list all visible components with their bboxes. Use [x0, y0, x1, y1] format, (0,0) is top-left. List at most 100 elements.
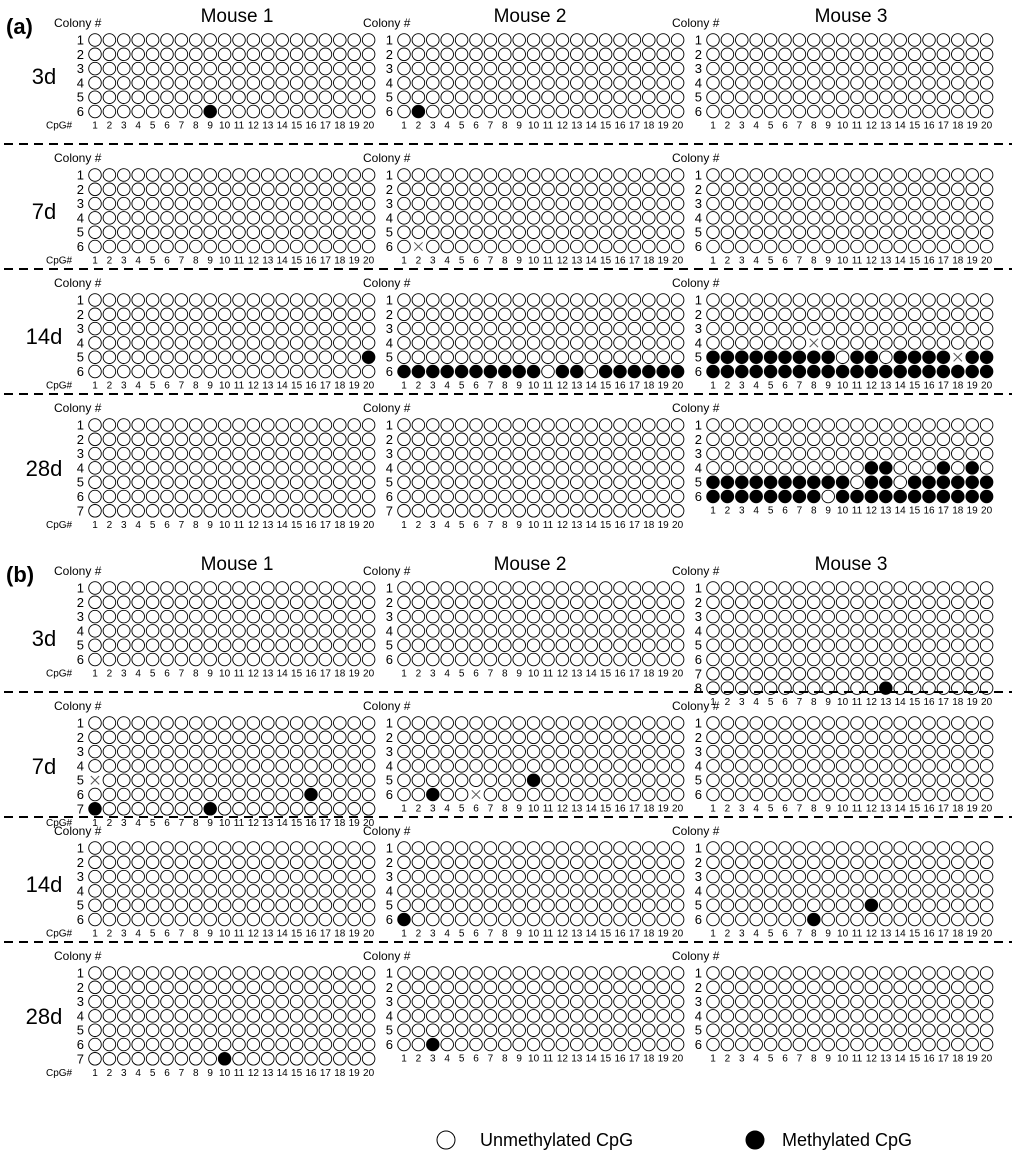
cpg-unmethylated-dot — [397, 898, 411, 912]
cpg-unmethylated-dot — [670, 595, 685, 610]
cpg-tick-label: 19 — [349, 1068, 361, 1079]
cpg-unmethylated-dot — [397, 196, 411, 211]
cpg-unmethylated-dot — [145, 225, 160, 239]
cpg-tick-label: 9 — [825, 256, 831, 267]
cpg-unmethylated-dot — [613, 609, 627, 624]
cpg-unmethylated-dot — [720, 667, 735, 681]
cpg-unmethylated-dot — [397, 730, 411, 745]
cpg-unmethylated-dot — [454, 475, 469, 489]
cpg-unmethylated-dot — [411, 595, 426, 610]
cpg-unmethylated-dot — [411, 581, 426, 595]
cpg-unmethylated-dot — [850, 446, 864, 461]
cpg-tick-label: 8 — [193, 929, 199, 940]
cpg-unmethylated-dot — [656, 624, 670, 638]
cpg-unmethylated-dot — [778, 47, 792, 62]
cpg-unmethylated-dot — [361, 1037, 376, 1052]
cpg-tick-label: 18 — [334, 256, 346, 267]
cpg-tick-label: 3 — [430, 669, 436, 680]
cpg-unmethylated-dot — [333, 432, 347, 447]
cpg-tick-label: 14 — [586, 1054, 598, 1065]
cpg-methylated-dot — [864, 898, 879, 912]
cpg-unmethylated-dot — [160, 1009, 174, 1023]
cpg-tick-label: 8 — [193, 381, 199, 392]
cpg-unmethylated-dot — [907, 716, 922, 730]
cpg-unmethylated-dot — [232, 239, 246, 254]
cpg-unmethylated-dot — [749, 624, 763, 638]
cpg-unmethylated-dot — [541, 33, 555, 47]
cpg-unmethylated-dot — [613, 90, 627, 104]
cpg-unmethylated-dot — [965, 609, 979, 624]
colony-number: 2 — [77, 182, 84, 197]
cpg-tick-label: 8 — [811, 256, 817, 267]
cpg-unmethylated-dot — [642, 652, 656, 667]
cpg-unmethylated-dot — [145, 104, 160, 119]
cpg-tick-label: 3 — [121, 818, 127, 829]
cpg-unmethylated-dot — [555, 61, 570, 76]
cpg-unmethylated-dot — [333, 321, 347, 336]
cpg-tick-label: 10 — [219, 1068, 231, 1079]
cpg-unmethylated-dot — [483, 61, 498, 76]
cpg-unmethylated-dot — [454, 581, 469, 595]
cpg-unmethylated-dot — [498, 759, 512, 773]
cpg-unmethylated-dot — [160, 76, 174, 90]
cpg-unmethylated-dot — [145, 624, 160, 638]
cpg-unmethylated-dot — [613, 912, 627, 927]
cpg-unmethylated-dot — [102, 336, 117, 350]
cpg-unmethylated-dot — [720, 321, 735, 336]
cpg-unmethylated-dot — [498, 475, 512, 489]
cpg-unmethylated-dot — [936, 33, 951, 47]
cpg-unmethylated-dot — [936, 898, 951, 912]
cpg-unmethylated-dot — [440, 418, 454, 432]
cpg-unmethylated-dot — [131, 504, 145, 518]
cpg-unmethylated-dot — [720, 884, 735, 898]
cpg-unmethylated-dot — [469, 168, 483, 182]
cpg-tick-label: 11 — [852, 506, 863, 517]
cpg-tick-label: 11 — [852, 697, 863, 708]
cpg-unmethylated-dot — [584, 239, 598, 254]
cpg-unmethylated-dot — [893, 980, 907, 995]
cpg-unmethylated-dot — [318, 321, 333, 336]
cpg-unmethylated-dot — [979, 239, 994, 254]
cpg-unmethylated-dot — [88, 624, 102, 638]
cpg-unmethylated-dot — [333, 182, 347, 197]
cpg-unmethylated-dot — [613, 307, 627, 322]
cpg-methylated-dot — [864, 461, 879, 475]
cpg-unmethylated-dot — [217, 225, 232, 239]
cpg-unmethylated-dot — [289, 624, 304, 638]
cpg-unmethylated-dot — [304, 446, 318, 461]
cpg-unmethylated-dot — [246, 432, 261, 447]
cpg-unmethylated-dot — [102, 802, 117, 816]
cpg-unmethylated-dot — [102, 182, 117, 197]
cpg-tick-label: 16 — [305, 818, 317, 829]
cpg-unmethylated-dot — [835, 196, 850, 211]
cpg-tick-label: 1 — [710, 929, 716, 940]
cpg-unmethylated-dot — [670, 475, 685, 489]
cpg-unmethylated-dot — [498, 489, 512, 504]
colony-header: Colony # — [363, 564, 411, 578]
cpg-unmethylated-dot — [426, 504, 440, 518]
cpg-unmethylated-dot — [145, 239, 160, 254]
cpg-unmethylated-dot — [411, 182, 426, 197]
cpg-unmethylated-dot — [907, 730, 922, 745]
cpg-unmethylated-dot — [275, 211, 289, 225]
cpg-unmethylated-dot — [526, 307, 541, 322]
cpg-tick-label: 15 — [909, 256, 921, 267]
cpg-unmethylated-dot — [936, 841, 951, 855]
cpg-unmethylated-dot — [347, 716, 361, 730]
cpg-unmethylated-dot — [864, 966, 879, 980]
cpg-unmethylated-dot — [807, 432, 821, 447]
cpg-tick-label: 20 — [672, 520, 684, 531]
cpg-tick-label: 8 — [193, 818, 199, 829]
cpg-methylated-dot — [642, 364, 656, 379]
colony-header: Colony # — [672, 276, 720, 290]
cpg-unmethylated-dot — [642, 76, 656, 90]
cpg-unmethylated-dot — [498, 104, 512, 119]
mouse-title: Mouse 3 — [815, 6, 888, 27]
cpg-tick-label: 8 — [502, 381, 508, 392]
cpg-unmethylated-dot — [979, 168, 994, 182]
cpg-unmethylated-dot — [102, 759, 117, 773]
cpg-unmethylated-dot — [893, 773, 907, 787]
cpg-unmethylated-dot — [835, 759, 850, 773]
colony-number: 3 — [695, 321, 702, 336]
cpg-tick-label: 1 — [92, 669, 98, 680]
